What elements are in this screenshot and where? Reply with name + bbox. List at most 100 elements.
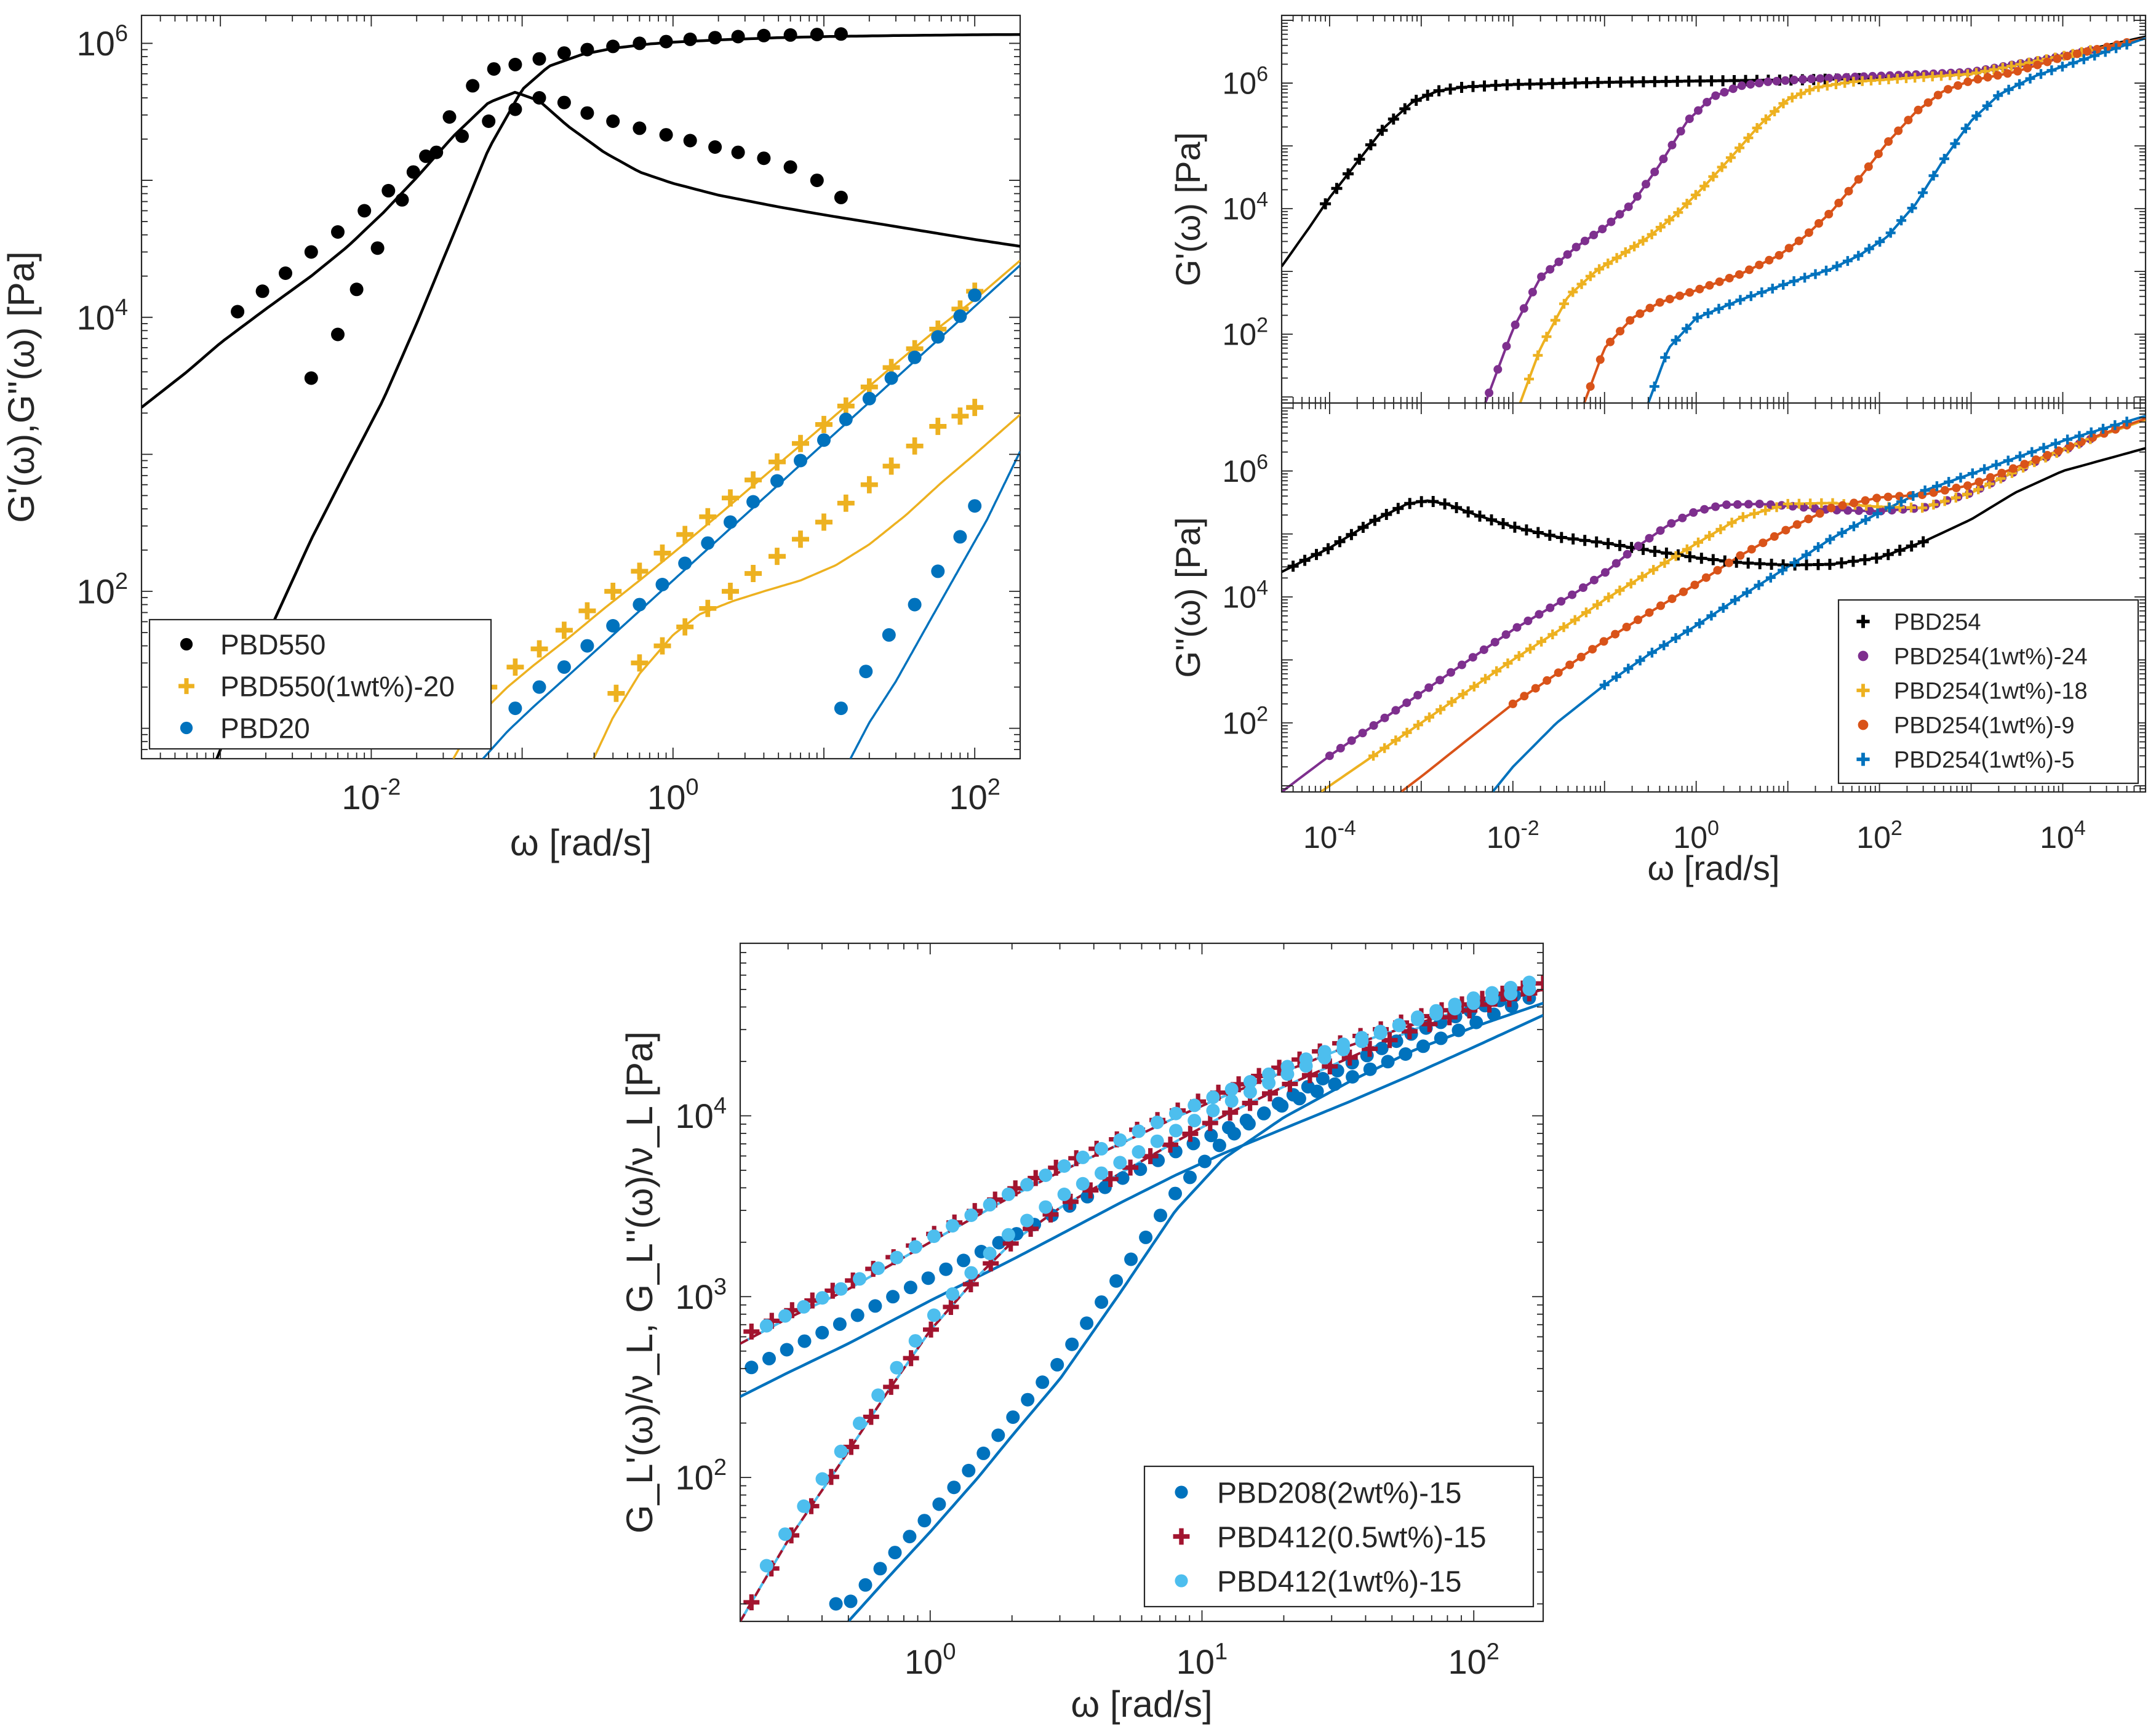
data-point-pbd254-1wt-18-48 (1906, 502, 1916, 513)
data-point-pbd254-1wt-24-14 (1479, 645, 1488, 654)
data-point-pbd412-1wt-g-16 (1057, 1159, 1071, 1173)
data-point-pbd254-14 (1451, 502, 1463, 513)
data-point-pbd208-g-2 (780, 1343, 794, 1357)
data-point-pbd254-1wt-5-41 (2090, 50, 2100, 61)
data-point-pbd20-g-17 (908, 350, 922, 364)
x-tick-label-panel_b_bottom-0: 10-4 (1303, 817, 1356, 855)
data-point-pbd254-1wt-18-27 (1760, 114, 1771, 124)
data-point-pbd254-1wt-24-11 (1447, 668, 1455, 677)
data-point-pbd254-1wt-24-1 (1493, 365, 1503, 374)
data-point-pbd412-1wt-g-13 (1001, 1187, 1015, 1201)
data-point-pbd254-1wt-9-40 (1983, 73, 1992, 82)
data-point-pbd208-g-4 (888, 1546, 902, 1560)
data-point-pbd254-4 (1365, 139, 1376, 151)
data-point-pbd254-1wt-24-49 (1865, 506, 1874, 516)
data-point-pbd208-g-0 (745, 1360, 759, 1375)
data-point-pbd412-1wt-g-32 (1355, 1031, 1369, 1045)
data-point-pbd254-1wt-18-53 (1989, 65, 1999, 74)
data-point-pbd254-1wt-5-2 (1623, 663, 1634, 674)
data-point-pbd254-9 (1422, 89, 1434, 101)
data-point-pbd550-g-10 (532, 52, 546, 66)
data-point-pbd254-40 (1754, 558, 1766, 570)
data-point-pbd20-g-6 (655, 578, 669, 591)
data-point-pbd412-1wt-g-1 (778, 1527, 792, 1541)
data-point-pbd254-1wt-18-38 (1794, 498, 1804, 509)
data-point-pbd208-g-8 (947, 1480, 961, 1495)
data-point-pbd254-1wt-9-21 (1794, 236, 1803, 246)
data-point-pbd254-1wt-5-25 (1896, 497, 1906, 507)
data-point-pbd254-1wt-18-18 (1570, 615, 1580, 625)
data-point-pbd254-1wt-18-45 (1918, 72, 1929, 82)
legend-marker-pbd254-1wt-18 (1856, 684, 1870, 697)
data-point-pbd254-1wt-18-11 (1620, 247, 1631, 257)
data-point-pbd254-1wt-9-13 (1656, 601, 1665, 610)
data-point-pbd254-23 (1555, 532, 1567, 543)
data-point-pbd254-1wt-9-46 (2031, 455, 2040, 464)
data-point-pbd254-1wt-9-21 (1747, 545, 1756, 554)
y-tick-label-panel_a-2: 106 (77, 21, 128, 63)
data-point-pbd550-1wt-20-g-11 (860, 476, 878, 493)
data-point-pbd550-g-11 (557, 46, 571, 60)
data-point-pbd550-g-7 (406, 165, 420, 179)
data-point-pbd412-0-5wt-g-0 (743, 1324, 760, 1340)
legend-panel_b_bottom: PBD254 PBD254(1wt%)-24 PBD254(1wt%)-18 PBD2… (1837, 599, 2139, 785)
data-point-pbd254-19 (1509, 521, 1520, 533)
data-point-pbd254-1wt-18-6 (1576, 279, 1587, 289)
data-point-pbd254-1wt-18-49 (1917, 503, 1928, 513)
data-point-pbd412-1wt-g-34 (1392, 1018, 1406, 1033)
y-axis-label-panel_c: G_L'(ω)/ν_L, G_L''(ω)/ν_L [Pa] (619, 1031, 660, 1533)
data-point-pbd208-g-13 (1021, 1392, 1035, 1407)
data-point-pbd550-1wt-20-g-12 (882, 457, 900, 475)
data-point-pbd550-1wt-20-g-5 (604, 583, 622, 600)
legend-panel_c: PBD208(2wt%)-15 PBD412(0.5wt%)-15 PBD412(1… (1143, 1465, 1535, 1608)
data-point-pbd20-g-19 (953, 309, 967, 323)
data-point-pbd208-g-34 (1346, 1070, 1360, 1084)
data-point-pbd254-1wt-9-15 (1735, 270, 1744, 279)
data-point-pbd254-17 (1486, 514, 1497, 525)
y-tick-label-panel_b_bottom-0: 102 (1222, 702, 1268, 740)
data-point-pbd254-1wt-24-24 (1589, 575, 1599, 585)
data-point-pbd254-31 (1649, 546, 1661, 557)
data-point-pbd208-g-20 (1124, 1252, 1138, 1266)
data-point-pbd254-10 (1433, 85, 1445, 97)
data-point-pbd254-31 (1672, 76, 1683, 87)
data-point-pbd254-1wt-5-19 (1853, 250, 1864, 261)
data-point-pbd254-1wt-24-8 (1554, 257, 1563, 266)
legend-marker-pbd412-1wt-15 (1175, 1574, 1188, 1588)
data-point-pbd20-g-6 (968, 499, 982, 513)
data-point-pbd550-g-9 (455, 129, 469, 143)
data-point-pbd254-1wt-9-32 (1904, 116, 1913, 125)
legend-entry-pbd254-1wt-5: PBD254(1wt%)-5 (1894, 748, 2075, 773)
data-point-pbd412-1wt-g-25 (1224, 1082, 1239, 1097)
data-point-pbd254-1wt-24-12 (1589, 230, 1599, 239)
data-point-pbd20-g-14 (839, 412, 853, 426)
data-point-pbd254-1wt-24-26 (1711, 91, 1720, 100)
y-axis-label-panel_b_top: G'(ω) [Pa] (1168, 132, 1207, 286)
data-point-pbd254-1wt-18-23 (1725, 153, 1736, 163)
data-point-pbd550-g-8 (429, 145, 444, 159)
data-point-pbd254-1wt-24-4 (1369, 721, 1378, 730)
data-point-pbd254-1wt-18-40 (1875, 74, 1885, 85)
data-point-pbd208-g-14 (992, 1236, 1006, 1250)
data-point-pbd254-1wt-9-11 (1695, 284, 1704, 294)
data-point-pbd254-1wt-9-44 (2008, 464, 2018, 473)
data-point-pbd412-0-5wt-g-19 (1122, 1159, 1139, 1176)
data-point-pbd208-g-26 (1204, 1129, 1218, 1143)
data-point-pbd412-1wt-g-21 (1150, 1116, 1164, 1129)
data-point-pbd208-g-11 (939, 1262, 953, 1276)
data-point-pbd254-1wt-5-31 (1982, 100, 1992, 111)
data-point-pbd254-1wt-18-32 (1727, 517, 1737, 528)
data-point-pbd254-41 (1766, 559, 1778, 570)
data-point-pbd254-1wt-9-16 (1690, 580, 1699, 589)
data-point-pbd254-1wt-5-8 (1695, 618, 1705, 629)
data-point-pbd412-1wt-g-41 (1522, 982, 1536, 996)
data-point-pbd254-53 (1906, 540, 1917, 552)
data-point-pbd208-g-35 (1363, 1062, 1377, 1076)
data-point-pbd254-1wt-18-42 (1892, 74, 1902, 84)
data-point-pbd254-1wt-5-9 (1746, 291, 1756, 302)
data-point-pbd254-1wt-5-27 (1939, 154, 1949, 164)
data-point-pbd254-1wt-5-11 (1730, 595, 1740, 605)
data-point-pbd254-1wt-24-32 (1763, 77, 1773, 86)
data-point-pbd254-1wt-24-38 (1744, 500, 1753, 509)
